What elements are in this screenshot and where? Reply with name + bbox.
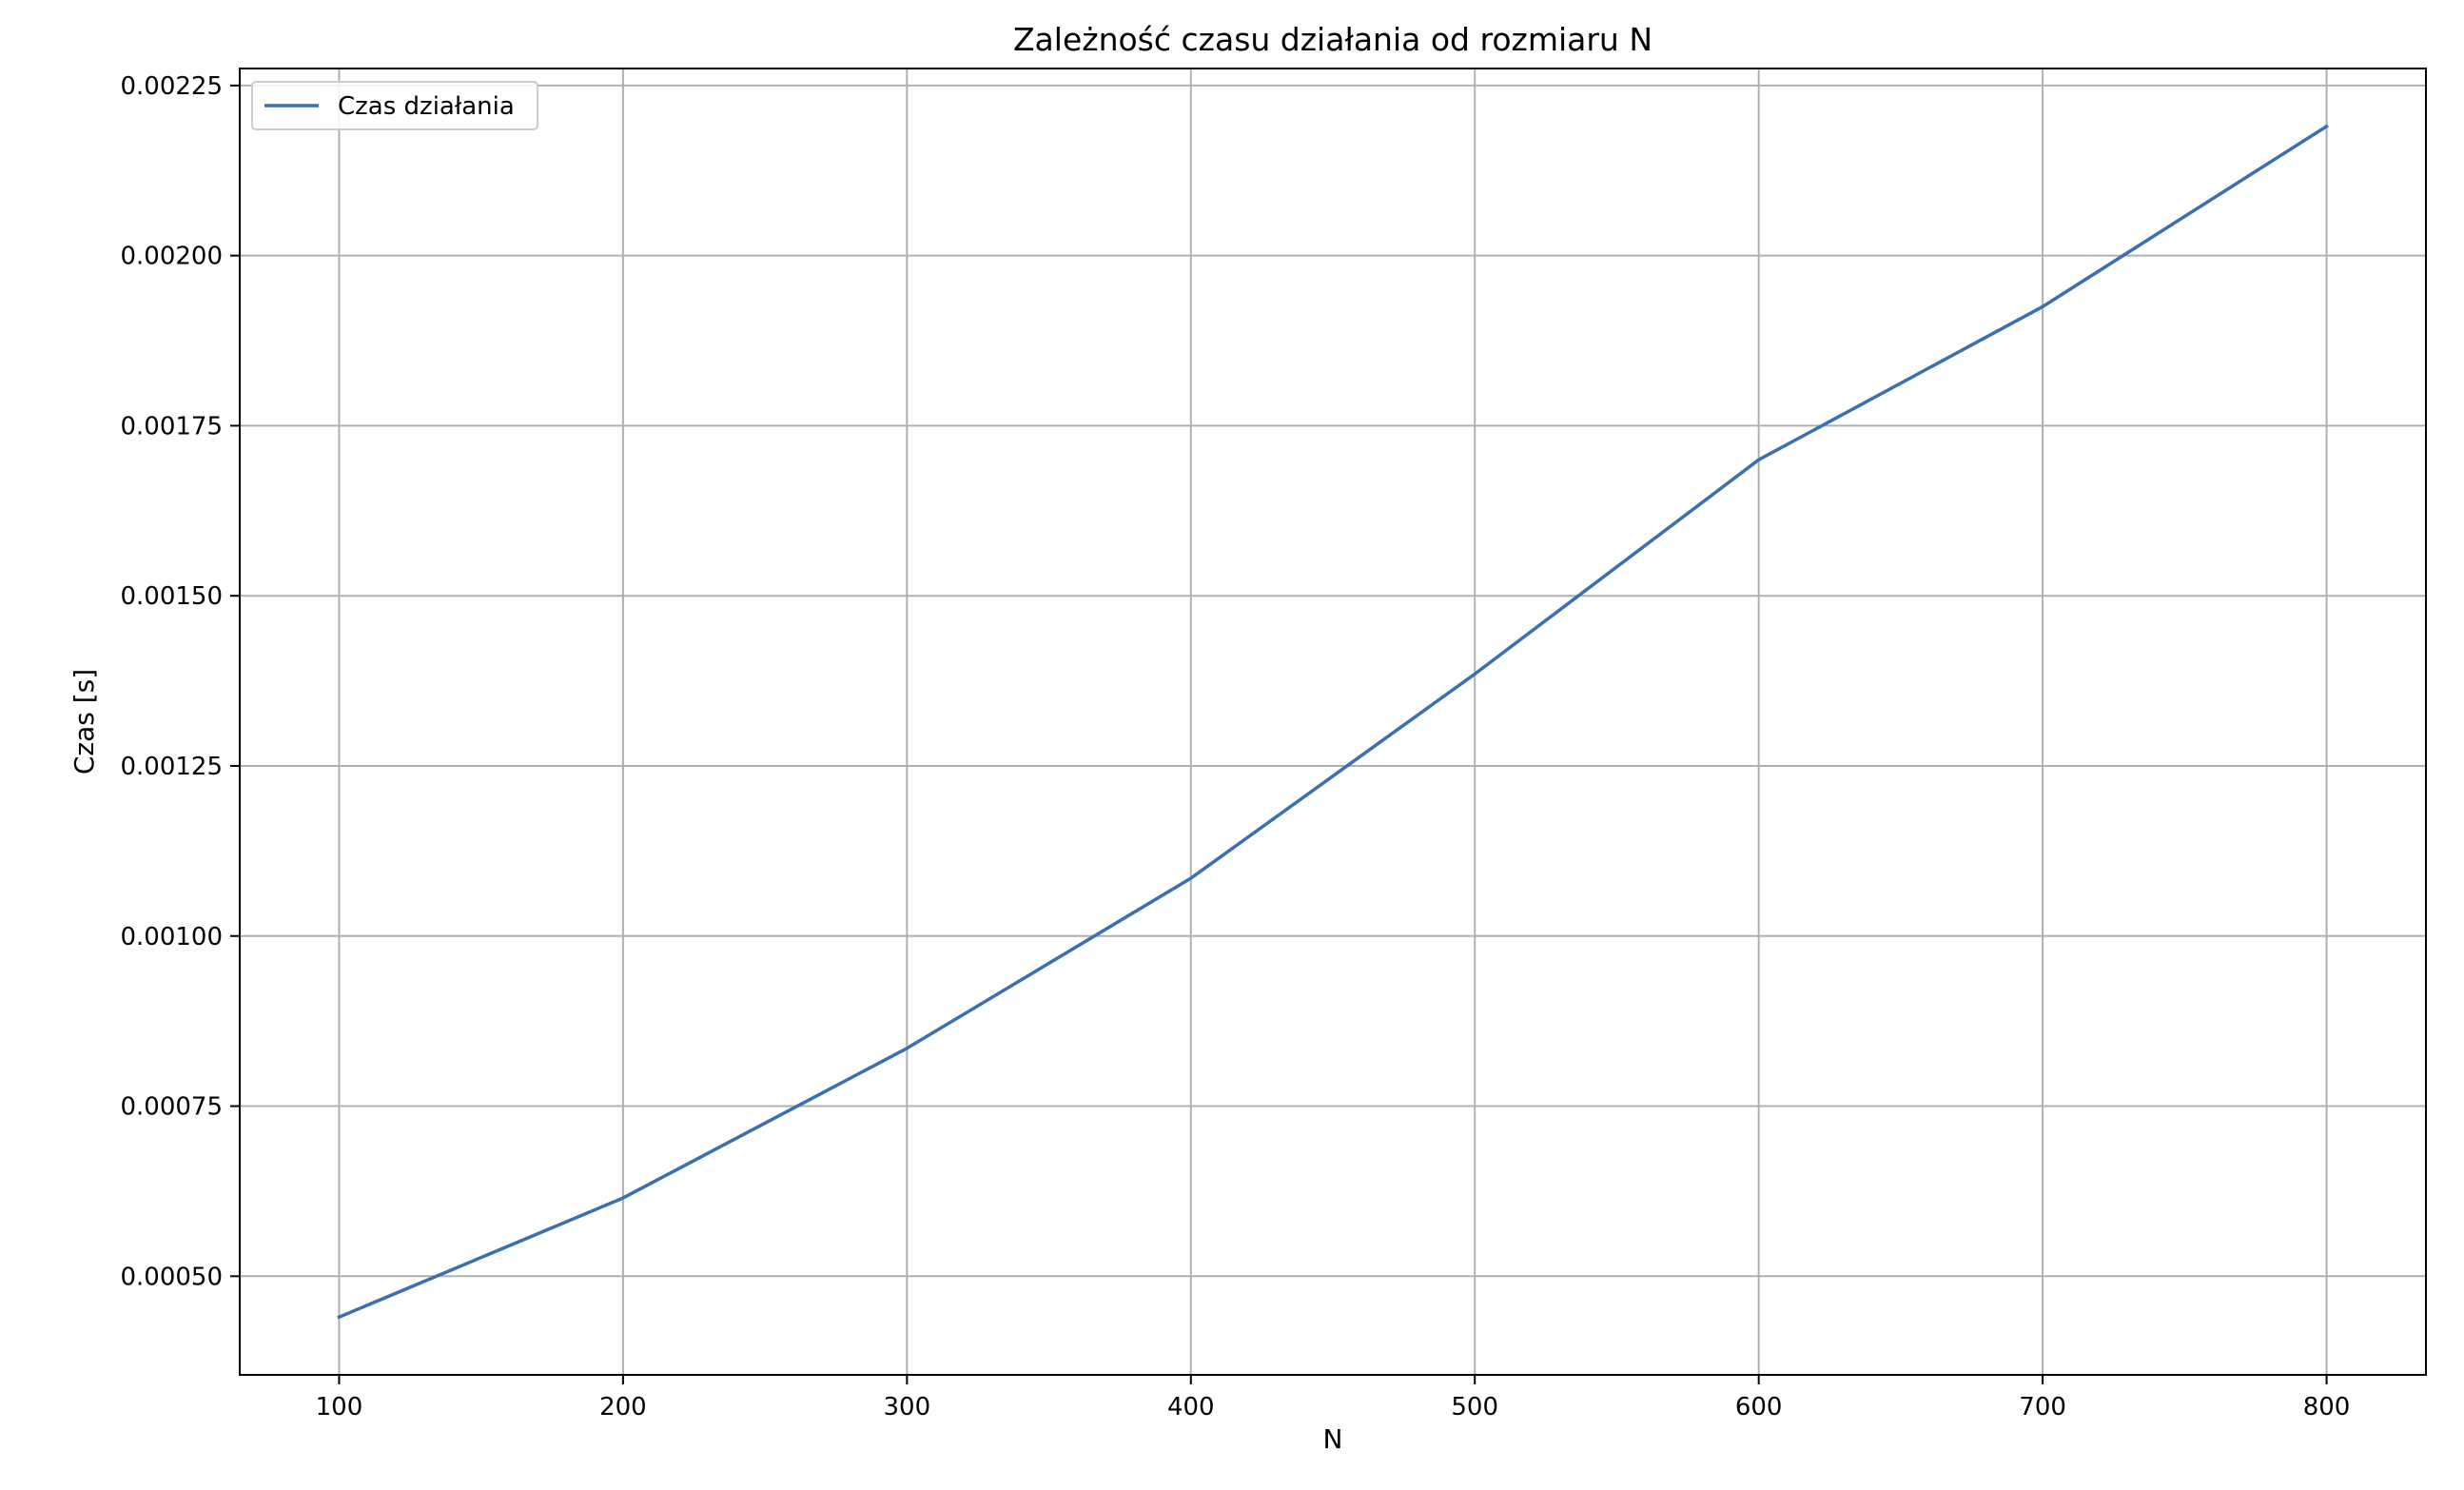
y-axis-ticks: 0.00050 0.00075 0.00100 0.00125 0.00150 0.001…	[120, 72, 240, 1291]
x-tick-label: 400	[1167, 1393, 1215, 1421]
chart-title: Zależność czasu działania od rozmiaru N	[1013, 21, 1652, 58]
y-tick-label: 0.00225	[120, 72, 223, 101]
legend-label: Czas działania	[338, 92, 515, 121]
y-tick-label: 0.00150	[120, 582, 223, 611]
x-tick-label: 200	[599, 1393, 647, 1421]
x-tick-label: 100	[316, 1393, 363, 1421]
y-tick-label: 0.00175	[120, 412, 223, 441]
x-axis-label: N	[1323, 1423, 1343, 1455]
y-tick-label: 0.00075	[120, 1093, 223, 1122]
plot-frame	[239, 68, 2427, 1376]
series-line	[337, 124, 2329, 1320]
x-axis-ticks: 100 200 300 400 500 600 700 800	[316, 1375, 2351, 1421]
x-tick-label: 300	[884, 1393, 931, 1421]
series-layer	[337, 124, 2329, 1320]
x-tick-label: 800	[2303, 1393, 2351, 1421]
legend-box	[251, 81, 538, 130]
x-tick-label: 700	[2019, 1393, 2066, 1421]
y-tick-label: 0.00050	[120, 1263, 223, 1291]
grid-lines	[240, 69, 2426, 1375]
legend: Czas działania	[251, 81, 538, 130]
y-axis-label: Czas [s]	[68, 669, 100, 774]
x-tick-label: 500	[1451, 1393, 1498, 1421]
y-tick-label: 0.00200	[120, 243, 223, 271]
y-tick-label: 0.00100	[120, 923, 223, 951]
y-tick-label: 0.00125	[120, 753, 223, 781]
x-tick-label: 600	[1735, 1393, 1783, 1421]
